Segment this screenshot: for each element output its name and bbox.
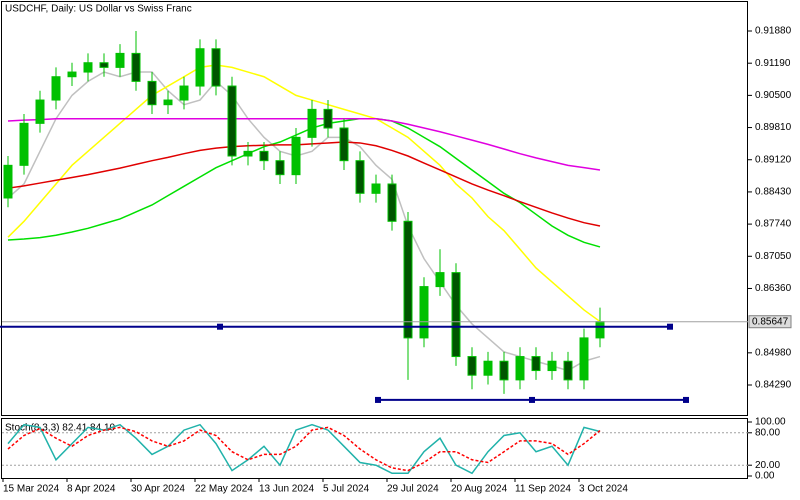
y-tick-label: 0.88430 [755, 187, 792, 198]
indicator-title: Stoch(8,3,3) 82.41 84.10 [5, 423, 116, 434]
line-handle [529, 396, 535, 403]
x-tick-label: 11 Sep 2024 [515, 484, 571, 495]
candle-body [467, 356, 477, 376]
candle-body [355, 160, 365, 194]
y-tick-label: 0.89810 [755, 122, 792, 133]
y-tick-label: 0.87740 [755, 219, 792, 230]
candle-body [195, 48, 205, 87]
candle-body [483, 360, 493, 376]
candle-body [147, 80, 157, 106]
y-tick-label: 100.00 [755, 417, 786, 428]
candle-body [403, 220, 413, 339]
candle-body [3, 164, 13, 199]
x-tick-label: 20 Aug 2024 [451, 484, 508, 495]
indicator-line [7, 141, 601, 227]
indicator-line [7, 117, 601, 171]
y-tick-label: 0.84290 [755, 380, 792, 391]
last-price-label: 0.85647 [752, 316, 789, 327]
stoch-panel [1, 418, 748, 479]
y-tick-label: 80.00 [755, 427, 780, 438]
candle-body [451, 272, 461, 358]
candle-body [275, 160, 285, 176]
last-price-box [748, 315, 792, 329]
x-tick-label: 3 Oct 2024 [579, 484, 628, 495]
indicator-line [7, 71, 601, 372]
line-handle [683, 396, 689, 403]
candle-body [419, 286, 429, 339]
indicator-line [7, 117, 601, 248]
line-handle [667, 323, 673, 330]
y-tick-label: 0.90500 [755, 90, 792, 101]
chart-title: USDCHF, Daily: US Dollar vs Swiss Franc [5, 4, 192, 15]
indicator-line [7, 64, 601, 323]
candle-body [595, 321, 605, 339]
candle-body [547, 360, 557, 372]
y-tick-label: 0.91190 [755, 58, 791, 69]
candle-body [243, 150, 253, 157]
x-tick-label: 15 Mar 2024 [3, 484, 60, 495]
candle-body [131, 52, 141, 82]
candle-body [579, 337, 589, 381]
candle-body [99, 62, 109, 68]
candle-body [291, 136, 301, 176]
x-tick-label: 22 May 2024 [195, 484, 253, 495]
y-tick-label: 0.89120 [755, 154, 792, 165]
x-tick-label: 29 Jul 2024 [387, 484, 439, 495]
candle-body [19, 122, 29, 166]
y-tick-label: 0.86360 [755, 283, 792, 294]
candle-body [499, 360, 509, 381]
x-tick-label: 13 Jun 2024 [259, 484, 314, 495]
candle-body [83, 62, 93, 73]
indicator-line [7, 426, 601, 472]
candle-body [227, 85, 237, 157]
candle-body [531, 356, 541, 372]
candle-body [67, 71, 77, 78]
x-tick-label: 8 Apr 2024 [67, 484, 116, 495]
candle-body [387, 183, 397, 222]
candle-body [371, 183, 381, 194]
y-tick-label: 0.87050 [755, 251, 792, 262]
candle-body [51, 76, 61, 101]
candle-body [563, 360, 573, 381]
candle-body [435, 272, 445, 288]
candle-body [35, 99, 45, 124]
candle-body [323, 108, 333, 129]
y-tick-label: 0.84980 [755, 347, 792, 358]
indicator-line [7, 423, 601, 475]
candle-body [339, 127, 349, 162]
candle-body [515, 356, 525, 381]
candle-body [259, 150, 269, 162]
main-panel [1, 1, 748, 416]
candle-body [211, 48, 221, 87]
x-tick-label: 30 Apr 2024 [131, 484, 185, 495]
candle-body [307, 108, 317, 138]
candle-body [179, 85, 189, 101]
candle-body [163, 99, 173, 106]
y-tick-label: 20.00 [755, 460, 780, 471]
candle-body [115, 52, 125, 68]
line-handle [375, 396, 381, 403]
x-tick-label: 5 Jul 2024 [323, 484, 370, 495]
y-tick-label: 0.00 [755, 471, 775, 482]
y-tick-label: 0.91880 [755, 26, 792, 37]
line-handle [217, 323, 223, 330]
